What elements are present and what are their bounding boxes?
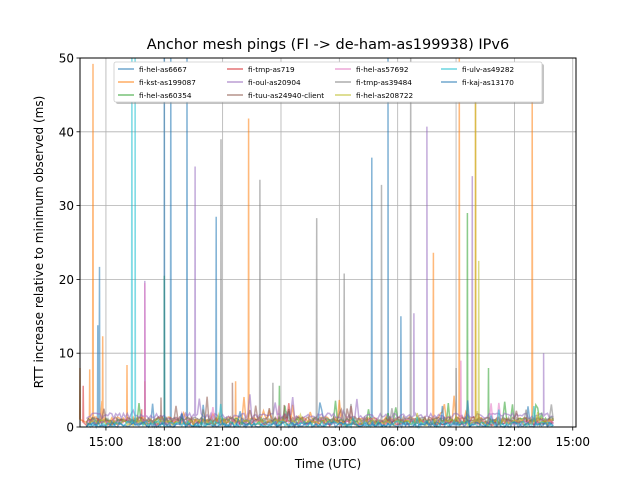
y-tick-label: 0 [66, 421, 74, 435]
y-tick-label: 50 [59, 52, 74, 66]
x-tick-label: 09:00 [439, 435, 474, 449]
y-tick-label: 30 [59, 199, 74, 213]
legend-label: fi-tuu-as24940-client [248, 91, 324, 100]
series-lines [78, 57, 555, 430]
legend-label: fi-kaj-as13170 [462, 78, 514, 87]
legend-label: fi-hel-as208722 [356, 91, 413, 100]
series-line [85, 283, 554, 427]
legend-label: fi-oul-as20904 [248, 78, 301, 87]
y-tick-label: 20 [59, 273, 74, 287]
legend-label: fi-hel-as57692 [356, 65, 409, 74]
legend-label: fi-hel-as6667 [139, 65, 187, 74]
legend-label: fi-ulv-as49282 [462, 65, 514, 74]
legend-label: fi-kst-as199087 [139, 78, 196, 87]
axis-ticks: 0 10 20 30 40 50 15:00 18:00 21:00 00:00 03:00 06:0… [59, 52, 590, 450]
legend: fi-hel-as6667 fi-kst-as199087 fi-hel-as603… [113, 61, 544, 104]
x-tick-label: 00:00 [264, 435, 299, 449]
x-axis-label: Time (UTC) [294, 457, 361, 471]
x-tick-label: 21:00 [205, 435, 240, 449]
x-tick-label: 18:00 [147, 435, 182, 449]
x-tick-label: 06:00 [380, 435, 415, 449]
x-tick-label: 12:00 [497, 435, 532, 449]
x-tick-label: 15:00 [89, 435, 124, 449]
chart-title: Anchor mesh pings (FI -> de-ham-as199938… [147, 37, 509, 53]
y-tick-label: 10 [59, 347, 74, 361]
y-axis-label: RTT increase relative to minimum observe… [32, 96, 46, 389]
plot-frame [79, 57, 577, 428]
x-tick-label: 03:00 [322, 435, 357, 449]
legend-label: fi-tmp-as719 [248, 65, 295, 74]
y-tick-label: 40 [59, 125, 74, 139]
series-line [86, 57, 555, 426]
x-tick-label: 15:00 [555, 435, 590, 449]
series-line [85, 57, 554, 430]
legend-box [113, 61, 543, 103]
legend-label: fi-hel-as60354 [139, 91, 192, 100]
legend-label: fi-tmp-as39484 [356, 78, 412, 87]
